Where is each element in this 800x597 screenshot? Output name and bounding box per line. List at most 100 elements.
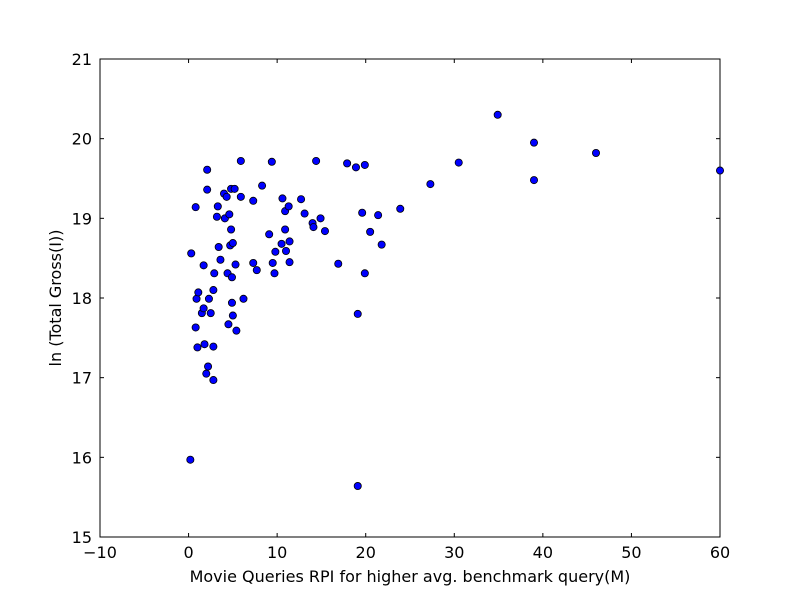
x-tick-label: 60 [710,543,730,562]
data-point [493,110,502,119]
data-point [194,288,203,297]
y-tick-label: 20 [72,130,92,149]
y-tick-label: 18 [72,289,92,308]
data-point [316,214,325,223]
x-tick-label: 10 [267,543,287,562]
data-point [343,159,352,168]
y-tick-label: 16 [72,448,92,467]
data-point [454,158,463,167]
data-point [224,320,233,329]
data-point [191,323,200,332]
y-axis-label: ln (Total Gross(I)) [46,230,65,367]
data-point [396,204,405,213]
data-point [203,165,212,174]
data-point [358,208,367,217]
data-point [592,149,601,158]
data-point [426,180,435,189]
x-tick-label: −10 [83,543,117,562]
x-tick-label: 30 [444,543,464,562]
data-point [353,309,362,318]
data-point [227,298,236,307]
data-point [252,266,261,275]
data-point [232,326,241,335]
data-point [231,260,240,269]
data-point [225,210,234,219]
data-point [213,202,222,211]
data-point [200,340,209,349]
data-point [377,240,386,249]
data-point [268,258,277,267]
data-point [202,369,211,378]
x-axis-label: Movie Queries RPI for higher avg. benchm… [190,567,631,586]
x-axis-ticks: −10 0 10 20 30 40 50 60 [83,59,730,562]
x-tick-label: 0 [183,543,193,562]
data-point [227,225,236,234]
data-point [530,176,539,185]
data-point [281,246,290,255]
data-point [186,455,195,464]
plot-area [99,58,721,538]
y-tick-label: 19 [72,209,92,228]
x-tick-label: 20 [356,543,376,562]
data-point [277,239,286,248]
data-point [278,194,287,203]
data-point [716,166,725,175]
y-tick-label: 15 [72,528,92,547]
data-point [227,273,236,282]
data-point [193,343,202,352]
data-point [530,138,539,147]
data-point [206,309,215,318]
data-point [236,156,245,165]
data-point [270,269,279,278]
data-point [297,195,306,204]
data-point [214,243,223,252]
data-point [230,184,239,193]
data-point [351,163,360,172]
data-point [249,196,258,205]
data-point [210,269,219,278]
data-point [265,230,274,239]
data-point [209,342,218,351]
data-point [216,255,225,264]
data-point [281,225,290,234]
data-point [228,311,237,320]
data-point [285,237,294,246]
data-point [203,185,212,194]
data-point [199,304,208,313]
data-point [334,259,343,268]
data-point [239,294,248,303]
data-point [204,362,213,371]
data-points [186,110,725,491]
data-point [285,258,294,267]
y-axis-ticks: 15 16 17 18 19 20 21 [72,50,720,547]
y-tick-label: 17 [72,369,92,388]
data-point [199,261,208,270]
data-point [360,160,369,169]
data-point [300,209,309,218]
data-point [222,192,231,201]
data-point [267,157,276,166]
data-point [209,376,218,385]
data-point [360,269,369,278]
data-point [249,258,258,267]
data-point [236,192,245,201]
data-point [204,294,213,303]
data-point [353,482,362,491]
data-point [271,247,280,256]
data-point [212,212,221,221]
data-point [320,227,329,236]
x-tick-label: 40 [533,543,553,562]
data-point [312,156,321,165]
data-point [374,211,383,220]
y-tick-label: 21 [72,50,92,69]
x-tick-label: 50 [621,543,641,562]
data-point [366,227,375,236]
data-point [284,202,293,211]
data-point [309,223,318,232]
data-point [187,249,196,258]
data-point [191,203,200,212]
data-point [258,181,267,190]
data-point [209,286,218,295]
data-point [228,239,237,248]
